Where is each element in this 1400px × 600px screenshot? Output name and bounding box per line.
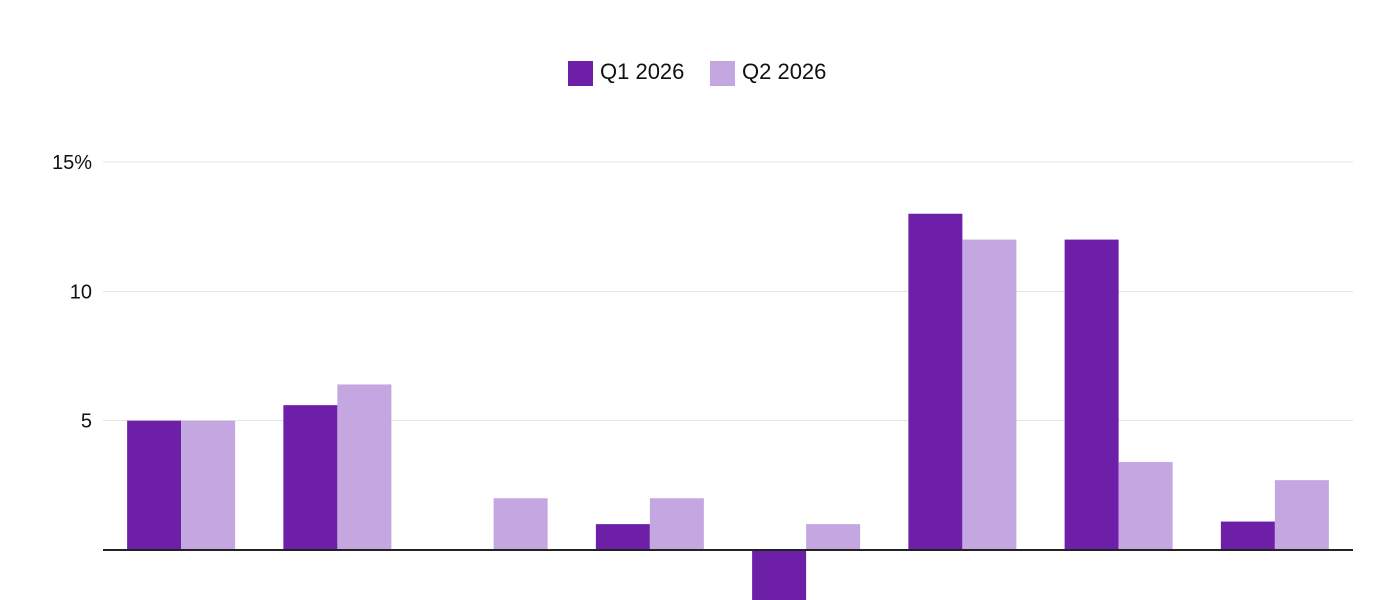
bar-series-2: [1118, 462, 1173, 550]
bar-series-1: [1064, 239, 1119, 550]
bar-series-2: [649, 498, 704, 550]
legend-label: Q2 2026: [742, 59, 826, 84]
legend-label: Q1 2026: [600, 59, 684, 84]
bar-series-2: [1274, 480, 1329, 550]
legend-swatch: [568, 61, 593, 86]
bar-series-2: [337, 384, 392, 550]
bar-series-1: [127, 420, 182, 550]
grid: [103, 161, 1353, 422]
bar-series-1: [752, 550, 807, 600]
bar-series-2: [181, 420, 236, 550]
bar-series-1: [1220, 521, 1275, 550]
bars: [127, 213, 1329, 600]
y-axis-ticks: 5 10 15%: [52, 152, 92, 433]
legend: Q1 2026 Q2 2026: [568, 59, 826, 86]
y-tick-label: 10: [70, 281, 92, 303]
bar-series-2: [493, 498, 548, 550]
bar-series-2: [962, 239, 1017, 550]
y-tick-label: 5: [81, 411, 92, 433]
bar-series-2: [806, 524, 861, 550]
bar-series-1: [283, 405, 338, 550]
legend-swatch: [710, 61, 735, 86]
bar-series-1: [595, 524, 650, 550]
bar-series-1: [908, 213, 963, 550]
y-tick-label: 15%: [52, 152, 92, 174]
